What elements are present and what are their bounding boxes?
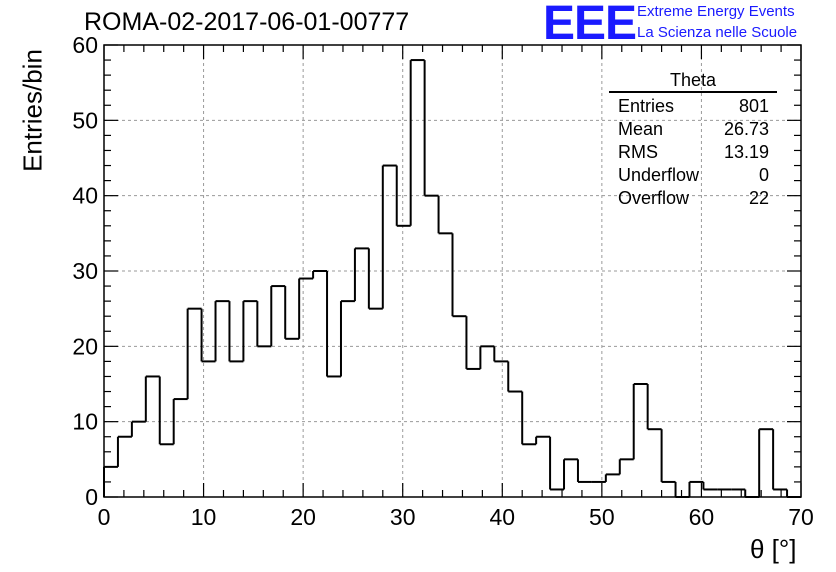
- histogram-bin: [116, 435, 132, 467]
- histogram-bin: [493, 346, 509, 363]
- histogram-bin: [284, 286, 300, 340]
- stats-box-title: Theta: [669, 70, 717, 90]
- histogram-bin: [618, 458, 634, 475]
- histogram-bin: [242, 300, 258, 362]
- stats-label: Underflow: [618, 165, 700, 185]
- y-tick-label: 60: [72, 32, 98, 58]
- histogram-bin: [632, 383, 648, 460]
- histogram-bin: [312, 270, 328, 279]
- histogram-bin: [367, 248, 383, 310]
- stats-row-rms: RMS 13.19: [609, 141, 777, 164]
- histogram-bin: [688, 480, 704, 497]
- histogram-bin: [270, 285, 286, 347]
- histogram-bin: [228, 301, 244, 363]
- histogram-bin: [758, 428, 774, 497]
- histogram-bin: [660, 429, 676, 483]
- y-tick-label: 20: [72, 333, 98, 359]
- histogram-bin: [646, 384, 662, 431]
- y-axis-label: Entries/bin: [17, 49, 48, 172]
- logo-line-2: La Scienza nelle Scuole: [637, 24, 798, 41]
- stats-value: 26.73: [723, 119, 769, 139]
- stats-label: Overflow: [618, 188, 690, 208]
- histogram-bin: [604, 473, 620, 482]
- histogram-bin: [744, 489, 760, 498]
- histogram-bin: [772, 429, 788, 491]
- stats-box-divider: [609, 91, 777, 93]
- histogram-bin: [409, 59, 425, 226]
- histogram-bin: [200, 308, 216, 363]
- histogram-bin: [437, 195, 453, 235]
- histogram-bin: [214, 300, 230, 362]
- x-tick-label: 70: [788, 504, 814, 530]
- stats-box: Theta Entries 801 Mean 26.73 RMS 13.19 U…: [609, 70, 777, 210]
- stats-label: RMS: [618, 142, 658, 162]
- histogram-bin: [298, 277, 314, 339]
- histogram-bin: [381, 164, 397, 309]
- stats-label: Mean: [618, 119, 664, 139]
- histogram-bin: [158, 376, 174, 446]
- axes: 0 10 20 30 40 50 60 70 0 10 20 30 40 50 60: [72, 32, 813, 530]
- histogram-bin: [521, 391, 537, 446]
- x-tick-label: 50: [589, 504, 615, 530]
- histogram-bin: [353, 247, 369, 302]
- y-tick-label: 50: [72, 107, 98, 133]
- eee-logo: EEE: [543, 0, 637, 50]
- histogram-bin: [563, 458, 578, 490]
- histogram-bin: [576, 459, 592, 483]
- stats-row-entries: Entries 801: [609, 95, 777, 118]
- x-tick-label: 30: [390, 504, 416, 530]
- histogram-bin: [507, 361, 523, 393]
- histogram-bin: [339, 300, 355, 377]
- histogram-bin: [451, 233, 467, 318]
- stats-value: 0: [758, 165, 769, 185]
- histogram-bin: [535, 435, 551, 445]
- chart-title: ROMA-02-2017-06-01-00777: [84, 8, 410, 36]
- histogram-bin: [186, 307, 202, 400]
- y-tick-label: 0: [85, 484, 98, 510]
- histogram-series: [103, 59, 801, 498]
- stats-row-mean: Mean 26.73: [609, 118, 777, 141]
- histogram-bin: [786, 489, 801, 498]
- histogram-bin: [395, 165, 411, 227]
- histogram-bin: [465, 316, 481, 370]
- histogram-bin: [130, 420, 146, 437]
- histogram-bin: [479, 345, 495, 369]
- histogram-bin: [326, 271, 341, 378]
- x-tick-label: 0: [98, 504, 111, 530]
- histogram-bin: [103, 465, 118, 497]
- x-tick-label: 20: [290, 504, 316, 530]
- histogram-bin: [674, 481, 690, 498]
- histogram-bin: [702, 481, 718, 491]
- histogram-bin: [172, 398, 188, 445]
- x-tick-label: 60: [689, 504, 715, 530]
- y-tick-label: 40: [72, 183, 98, 209]
- x-axis-label: θ [°]: [750, 534, 797, 564]
- x-tick-label: 10: [191, 504, 217, 530]
- stats-label: Entries: [618, 96, 675, 116]
- x-tick-label: 40: [489, 504, 515, 530]
- y-tick-label: 30: [72, 258, 98, 284]
- histogram-bin: [549, 436, 565, 491]
- histogram-bin: [423, 60, 439, 197]
- y-tick-label: 10: [72, 409, 98, 435]
- logo-line-1: Extreme Energy Events: [637, 3, 795, 20]
- stats-row-underflow: Underflow 0: [609, 164, 777, 187]
- histogram-bin: [256, 301, 272, 348]
- histogram-bin: [144, 375, 160, 422]
- stats-value: 22: [748, 188, 769, 208]
- stats-row-overflow: Overflow 22: [609, 187, 777, 210]
- stats-value: 801: [738, 96, 769, 116]
- stats-value: 13.19: [723, 142, 769, 162]
